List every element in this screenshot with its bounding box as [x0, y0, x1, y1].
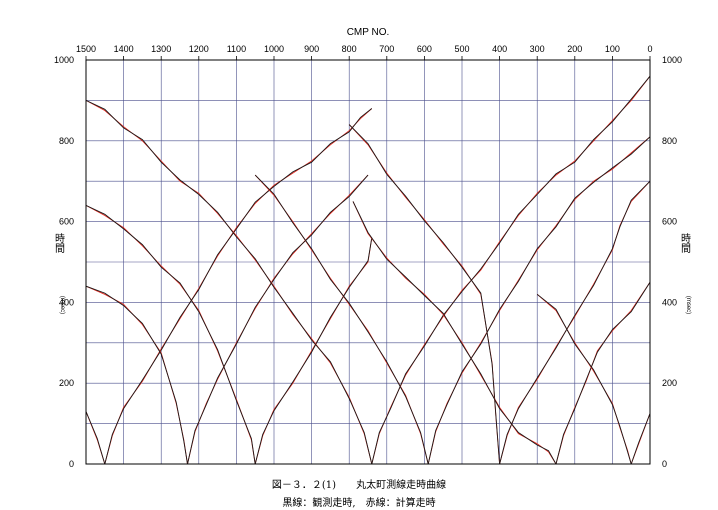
observed-travel-time-curve — [85, 411, 106, 465]
left-axis-label: 時間 — [53, 233, 65, 254]
x-tick-label: 200 — [567, 44, 582, 54]
figure-caption: 図－３．２(1) 丸太町測線走時曲線 — [271, 480, 447, 491]
observed-travel-time-curve — [85, 99, 373, 465]
right-axis-label: 時間 — [679, 233, 691, 254]
observed-travel-time-curve — [555, 281, 651, 465]
observed-travel-time-curve — [85, 204, 256, 465]
x-tick-label: 100 — [605, 44, 620, 54]
right-axis-unit: (msec) — [685, 296, 691, 314]
calculated-travel-time-curve — [104, 108, 373, 465]
x-tick-label: 500 — [454, 44, 469, 54]
observed-travel-time-curve — [348, 124, 501, 465]
left-axis-unit: (msec) — [59, 296, 65, 314]
y-tick-label-left: 800 — [59, 136, 74, 146]
observed-travel-time-curve — [352, 201, 557, 465]
calculated-travel-time-curve — [536, 293, 632, 465]
x-tick-label: 1400 — [114, 44, 134, 54]
y-tick-label-right: 0 — [662, 459, 667, 469]
observed-travel-time-curve — [536, 293, 632, 465]
calculated-travel-time-curve — [555, 281, 651, 465]
top-axis-label: CMP NO. — [347, 27, 390, 38]
observed-travel-time-curve — [630, 413, 651, 465]
observed-travel-time-curve — [254, 174, 429, 465]
y-tick-label-left: 1000 — [54, 55, 74, 65]
calculated-travel-time-curve — [187, 174, 369, 465]
x-tick-label: 1000 — [264, 44, 284, 54]
x-tick-label: 1300 — [151, 44, 171, 54]
calculated-travel-time-curve — [254, 237, 373, 465]
x-tick-label: 400 — [492, 44, 507, 54]
y-tick-label-left: 400 — [59, 297, 74, 307]
calculated-travel-time-curve — [85, 205, 256, 465]
observed-travel-time-curve — [104, 108, 373, 465]
y-tick-label-right: 200 — [662, 378, 677, 388]
y-tick-labels: 0 0 200 200 400 400 600 600 800 800 1000 1000 — [54, 55, 682, 469]
calculated-travel-time-curve — [352, 201, 557, 465]
x-tick-label: 900 — [304, 44, 319, 54]
plot-frame — [85, 59, 651, 465]
y-tick-label-left: 200 — [59, 378, 74, 388]
curves — [85, 75, 651, 465]
observed-travel-time-curve — [427, 136, 651, 465]
x-tick-label: 700 — [379, 44, 394, 54]
observed-travel-time-curve — [371, 75, 651, 465]
grid — [85, 59, 651, 465]
y-tick-label-right: 400 — [662, 297, 677, 307]
calculated-travel-time-curve — [85, 285, 188, 465]
x-tick-label: 800 — [342, 44, 357, 54]
y-tick-label-left: 0 — [69, 459, 74, 469]
x-tick-label: 1200 — [189, 44, 209, 54]
calculated-travel-time-curve — [85, 100, 373, 465]
observed-travel-time-curve — [85, 285, 188, 465]
x-tick-label: 0 — [647, 44, 652, 54]
observed-travel-time-curve — [254, 237, 373, 465]
calculated-travel-time-curve — [427, 136, 651, 465]
x-tick-labels: 1500 1400 1300 1200 1100 1000 900 800 700 600 500 4… — [76, 44, 653, 60]
observed-travel-time-curve — [499, 180, 651, 465]
x-tick-label: 300 — [530, 44, 545, 54]
y-tick-label-right: 1000 — [662, 55, 682, 65]
x-tick-label: 1500 — [76, 44, 96, 54]
y-tick-label-right: 800 — [662, 136, 677, 146]
x-tick-label: 600 — [417, 44, 432, 54]
y-tick-label-right: 600 — [662, 217, 677, 227]
calculated-travel-time-curve — [254, 174, 429, 465]
y-tick-label-left: 600 — [59, 217, 74, 227]
calculated-travel-time-curve — [371, 75, 651, 465]
figure-legend-note: 黒線：観測走時, 赤線：計算走時 — [282, 498, 436, 509]
x-tick-label: 1100 — [227, 44, 246, 54]
travel-time-chart: 1500 1400 1300 1200 1100 1000 900 800 700 600 500 4… — [53, 27, 692, 469]
observed-travel-time-curve — [187, 174, 369, 465]
